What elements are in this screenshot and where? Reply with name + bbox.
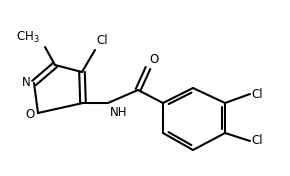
Text: NH: NH (110, 106, 128, 119)
Text: CH$_3$: CH$_3$ (16, 30, 40, 45)
Text: Cl: Cl (96, 34, 108, 47)
Text: N: N (22, 77, 31, 90)
Text: O: O (26, 108, 35, 121)
Text: O: O (149, 53, 158, 66)
Text: Cl: Cl (251, 87, 263, 100)
Text: Cl: Cl (251, 134, 263, 147)
